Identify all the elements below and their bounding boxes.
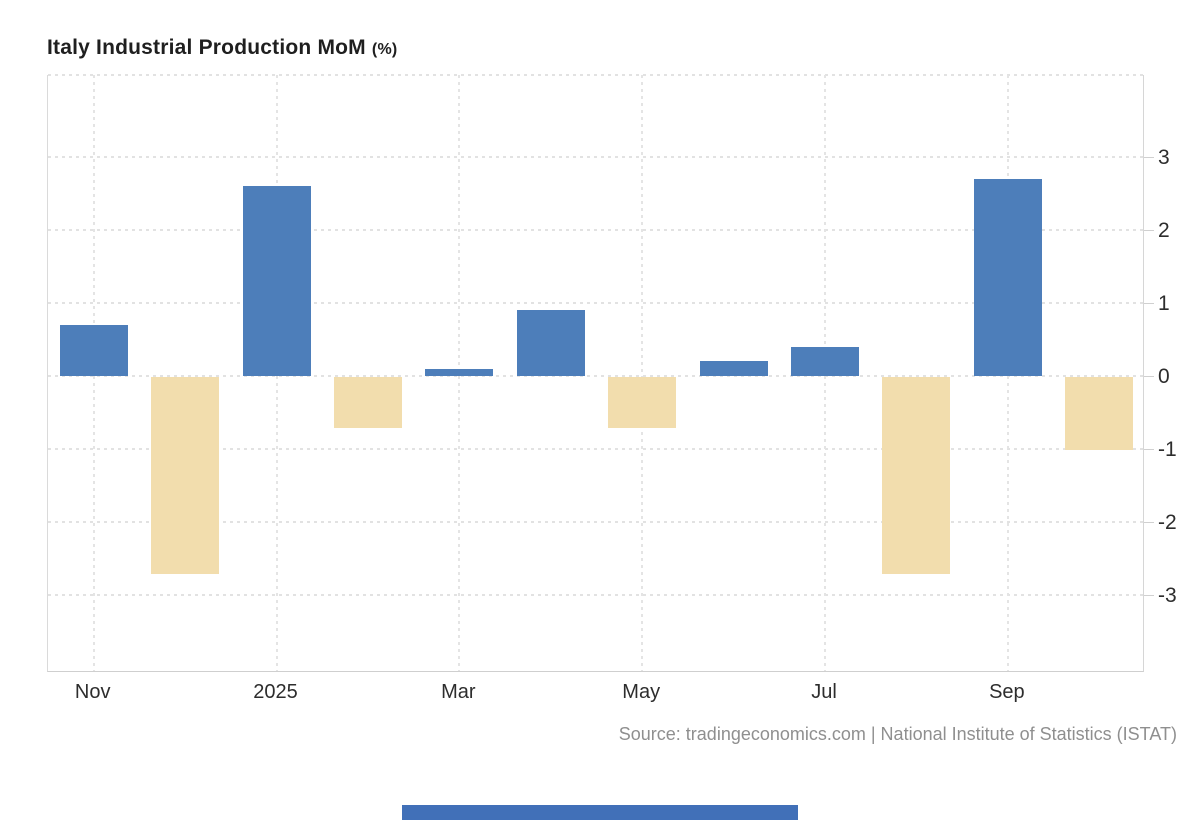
y-axis-label: 2: [1158, 219, 1170, 242]
bar-aug[interactable]: [882, 377, 951, 575]
y-axis-label: -3: [1158, 584, 1177, 607]
x-axis-label: 2025: [253, 681, 298, 703]
bar-feb[interactable]: [333, 377, 402, 429]
y-gridline: [48, 302, 1143, 304]
bar-oct[interactable]: [1065, 377, 1134, 450]
plot-area: [47, 74, 1144, 672]
bar-may[interactable]: [608, 377, 677, 429]
y-axis-label: 0: [1158, 365, 1170, 388]
y-axis-label: -2: [1158, 511, 1177, 534]
bar-apr[interactable]: [516, 310, 585, 376]
x-gridline: [641, 75, 644, 671]
y-axis-tick: [1144, 157, 1154, 158]
y-axis-tick: [1144, 449, 1154, 450]
y-gridline: [48, 448, 1143, 450]
x-axis-label: May: [622, 681, 661, 703]
y-gridline: [48, 594, 1143, 596]
bar-jun[interactable]: [699, 361, 768, 376]
bar-2025[interactable]: [242, 186, 311, 376]
chart-title: Italy Industrial Production MoM (%): [47, 36, 397, 60]
bar-dec[interactable]: [151, 377, 220, 575]
x-axis-label: Jul: [811, 681, 837, 703]
y-gridline: [48, 521, 1143, 523]
y-axis-tick: [1144, 595, 1154, 596]
y-gridline: [48, 375, 1143, 377]
bottom-banner[interactable]: [402, 805, 798, 820]
y-axis-tick: [1144, 376, 1154, 377]
bar-mar[interactable]: [425, 368, 494, 376]
x-axis-label: Sep: [989, 681, 1025, 703]
source-attribution: Source: tradingeconomics.com | National …: [618, 724, 1177, 744]
y-gridline: [48, 156, 1143, 158]
y-axis-tick: [1144, 522, 1154, 523]
x-axis-label: Nov: [74, 681, 111, 703]
y-axis-label: 1: [1158, 292, 1170, 315]
chart-title-text: Italy Industrial Production MoM: [47, 36, 366, 59]
y-axis-label: -1: [1158, 438, 1177, 461]
bar-sep[interactable]: [973, 178, 1042, 376]
chart-title-unit: (%): [371, 41, 398, 58]
x-axis-label: Mar: [441, 681, 476, 703]
y-axis-tick: [1144, 230, 1154, 231]
y-gridline: [48, 229, 1143, 231]
bar-jul[interactable]: [791, 346, 860, 376]
y-gridline: [48, 74, 1143, 76]
y-axis-tick: [1144, 303, 1154, 304]
bar-nov[interactable]: [59, 324, 128, 376]
y-axis-label: 3: [1158, 146, 1170, 169]
